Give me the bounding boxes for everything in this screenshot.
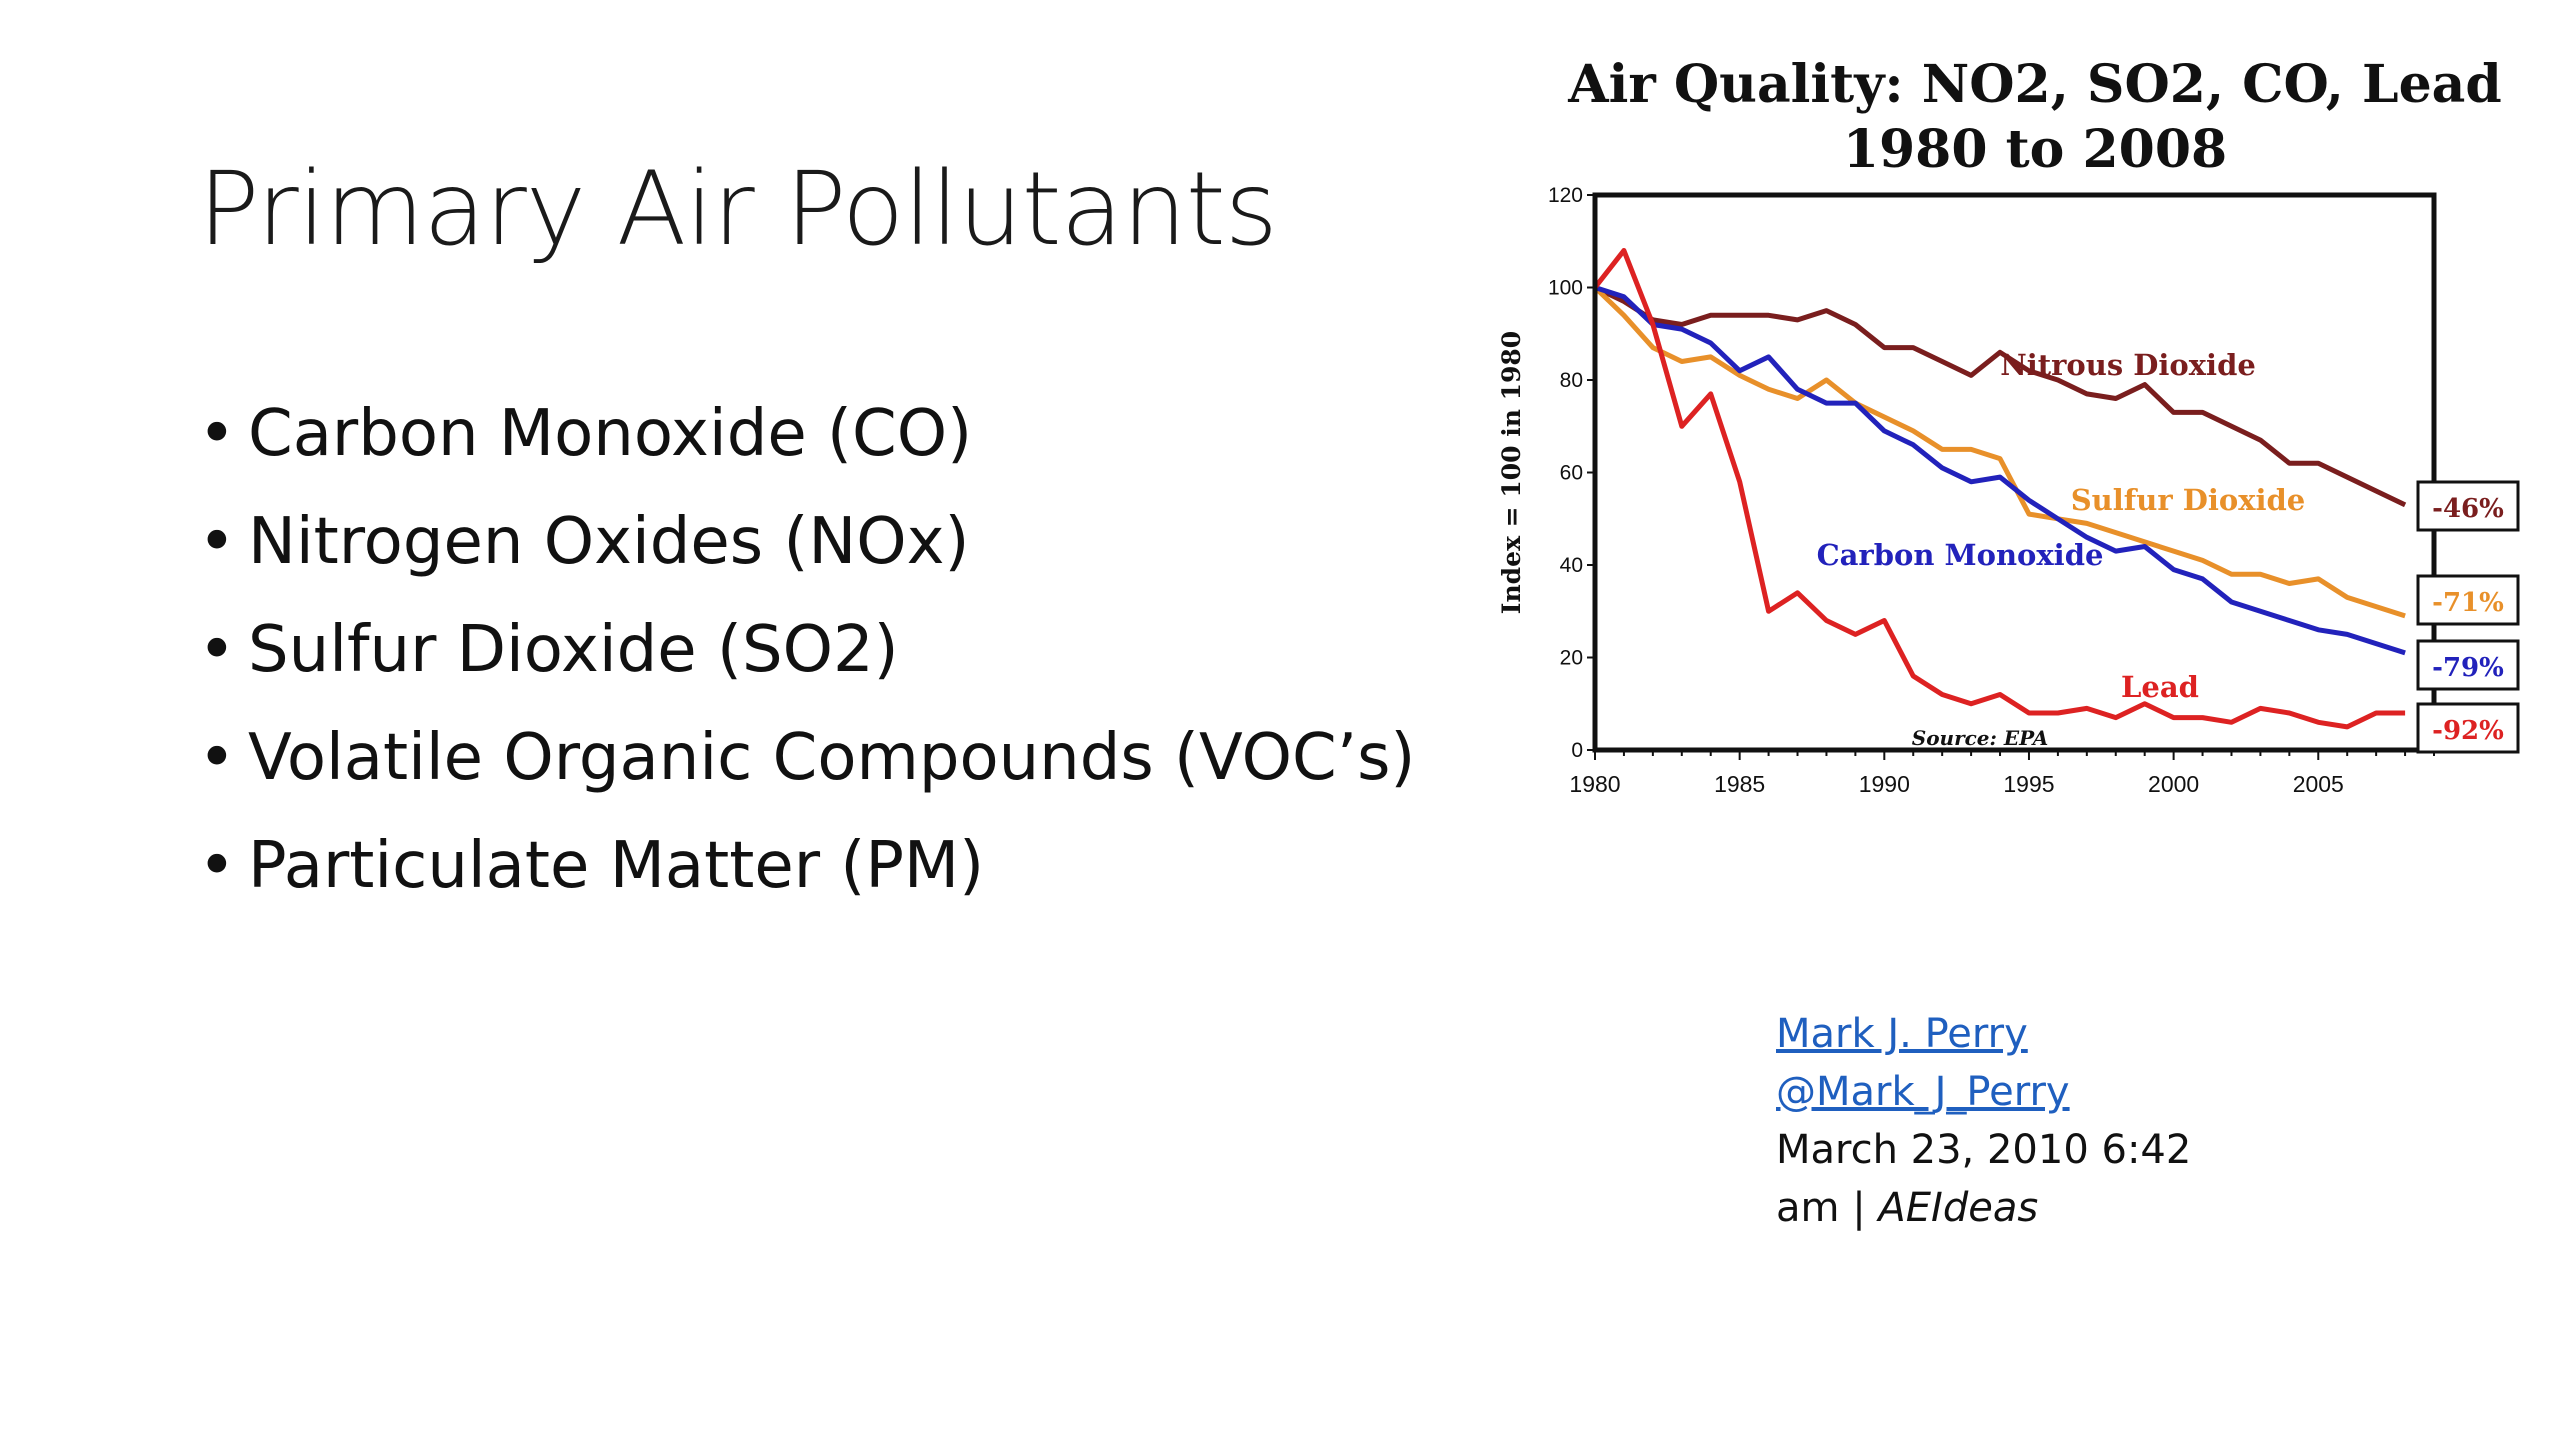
end-value-label: -71% [2432,588,2504,618]
credit-source: AEIdeas [1878,1185,2039,1231]
x-tick-label: 1980 [1569,771,1620,797]
series-line-carbon-monoxide [1594,285,2406,656]
y-tick-label: 40 [1560,554,1583,577]
series-label: Lead [2121,670,2199,704]
bullet-item: • Carbon Monoxide (CO) [198,397,973,471]
y-tick-label: 60 [1560,462,1583,485]
bullet-text: Particulate Matter (PM) [248,829,985,903]
credit-block: Mark J. Perry @Mark_J_Perry March 23, 20… [1776,1005,2216,1237]
end-value-box [2416,574,2520,626]
x-tick-label: 1985 [1714,771,1765,797]
series-label: Carbon Monoxide [1817,538,2104,572]
end-value-label: -92% [2432,716,2504,746]
bullet-text: Carbon Monoxide (CO) [248,397,973,471]
y-tick-label: 20 [1560,647,1583,670]
y-axis-label: Index = 100 in 1980 [1497,331,1526,614]
y-tick-label: 80 [1560,369,1583,392]
credit-date: March 23, 2010 6:42 am | [1776,1127,2192,1231]
end-value-label: -46% [2432,494,2504,524]
slide-title: Primary Air Pollutants [198,150,1278,269]
series-line-sulfur-dioxide [1593,285,2406,619]
end-value-box [2416,480,2520,532]
y-tick-label: 0 [1571,739,1583,762]
author-link[interactable]: Mark J. Perry [1776,1011,2028,1057]
bullet-text: Sulfur Dioxide (SO2) [248,613,899,687]
bullet-text: Nitrogen Oxides (NOx) [248,505,970,579]
credit-date-line: March 23, 2010 6:42 am | AEIdeas [1776,1121,2216,1237]
series-line-nitrous-dioxide [1593,285,2407,508]
bullet-item: • Volatile Organic Compounds (VOC’s) [198,721,1416,795]
x-tick-label: 2005 [2293,771,2344,797]
x-tick-label: 1995 [2003,771,2054,797]
bullet-text: Volatile Organic Compounds (VOC’s) [248,721,1416,795]
chart-title: Air Quality: NO2, SO2, CO, Lead [1567,54,2501,115]
series-label: Nitrous Dioxide [2000,348,2256,382]
handle-link[interactable]: @Mark_J_Perry [1776,1069,2070,1115]
x-tick-label: 1990 [1859,771,1910,797]
end-value-label: -79% [2432,653,2504,683]
end-value-box [2416,702,2520,754]
end-value-box [2416,639,2520,691]
chart-subtitle: 1980 to 2008 [1843,119,2227,180]
y-tick-label: 100 [1548,277,1583,300]
bullet-item: • Particulate Matter (PM) [198,829,985,903]
y-tick-label: 120 [1548,184,1583,207]
source-note: Source: EPA [1912,726,2048,750]
x-tick-label: 2000 [2148,771,2199,797]
series-line-lead [1593,248,2406,730]
bullet-item: • Nitrogen Oxides (NOx) [198,505,970,579]
plot-frame [1592,192,2437,753]
series-label: Sulfur Dioxide [2071,483,2306,517]
bullet-list: • Carbon Monoxide (CO) • Nitrogen Oxides (… [198,380,1415,920]
bullet-item: • Sulfur Dioxide (SO2) [198,613,899,687]
